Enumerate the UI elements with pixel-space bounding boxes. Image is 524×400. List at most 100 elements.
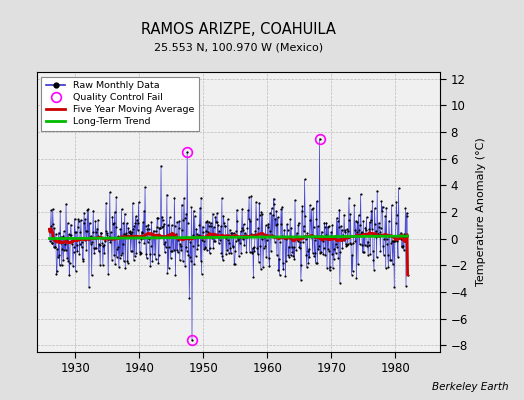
Point (292, 247, 300, 253)
Point (137, 236, 146, 242)
Point (193, 246, 202, 252)
Point (151, 234, 159, 240)
Point (221, 222, 230, 229)
Point (309, 205, 318, 212)
Point (126, 228, 134, 235)
Point (327, 229, 335, 235)
Point (340, 236, 348, 243)
Point (324, 223, 333, 229)
Point (96, 262, 104, 269)
Point (129, 257, 138, 263)
Point (267, 205, 276, 211)
Point (146, 263, 155, 269)
Point (54, 254, 62, 260)
Point (399, 243, 408, 250)
Point (322, 220, 331, 226)
Point (301, 236, 310, 242)
Point (69, 248, 78, 255)
Point (384, 264, 392, 270)
Point (254, 251, 262, 257)
Point (377, 198, 386, 204)
Point (91, 218, 100, 224)
Point (380, 236, 388, 242)
Point (173, 249, 182, 256)
Point (307, 217, 315, 224)
Point (219, 257, 227, 263)
Point (308, 232, 316, 238)
Point (141, 184, 149, 190)
Point (333, 218, 342, 224)
Point (263, 232, 271, 238)
Point (205, 250, 214, 256)
Point (288, 244, 296, 250)
Point (194, 233, 202, 240)
Point (363, 243, 371, 249)
Point (85, 284, 93, 290)
Point (114, 244, 123, 251)
Point (161, 244, 170, 250)
Point (105, 235, 113, 242)
Point (136, 251, 145, 258)
Point (398, 244, 406, 250)
Point (304, 260, 312, 266)
Point (291, 197, 299, 204)
Point (126, 248, 135, 254)
Point (328, 250, 336, 257)
Point (47, 207, 56, 213)
Point (289, 236, 297, 242)
Point (214, 240, 223, 246)
Point (211, 238, 219, 245)
Point (282, 236, 290, 242)
Point (264, 221, 272, 227)
Point (95, 242, 104, 249)
Point (57, 234, 66, 240)
Point (395, 232, 403, 238)
Point (46, 238, 54, 244)
Point (133, 217, 141, 223)
Point (184, 236, 193, 242)
Point (94, 248, 103, 254)
Point (243, 234, 251, 240)
Point (122, 231, 130, 238)
Point (325, 267, 334, 274)
Point (234, 234, 243, 241)
Point (69, 263, 77, 269)
Point (226, 226, 234, 233)
Point (166, 233, 174, 240)
Point (166, 214, 174, 220)
Point (130, 222, 138, 229)
Point (370, 205, 379, 212)
Point (208, 235, 216, 241)
Point (382, 204, 390, 211)
Point (156, 225, 164, 231)
Point (174, 236, 182, 243)
Point (296, 244, 304, 251)
Point (80, 220, 88, 226)
Point (239, 226, 247, 233)
Point (386, 257, 394, 264)
Point (241, 230, 249, 236)
Point (266, 228, 275, 234)
Point (186, 239, 194, 246)
Point (165, 243, 173, 250)
Point (63, 255, 71, 261)
Point (46, 223, 54, 230)
Point (269, 232, 277, 239)
Point (233, 206, 241, 213)
Point (93, 233, 102, 240)
Point (158, 217, 167, 223)
Point (351, 227, 359, 234)
Point (236, 240, 244, 246)
Point (333, 244, 341, 251)
Point (272, 252, 281, 258)
Point (115, 264, 123, 270)
Point (376, 229, 384, 236)
Point (185, 254, 194, 260)
Point (106, 189, 114, 195)
Point (366, 250, 375, 257)
Point (253, 216, 261, 223)
Point (325, 248, 333, 254)
Point (356, 222, 364, 228)
Point (338, 226, 346, 233)
Point (201, 244, 209, 250)
